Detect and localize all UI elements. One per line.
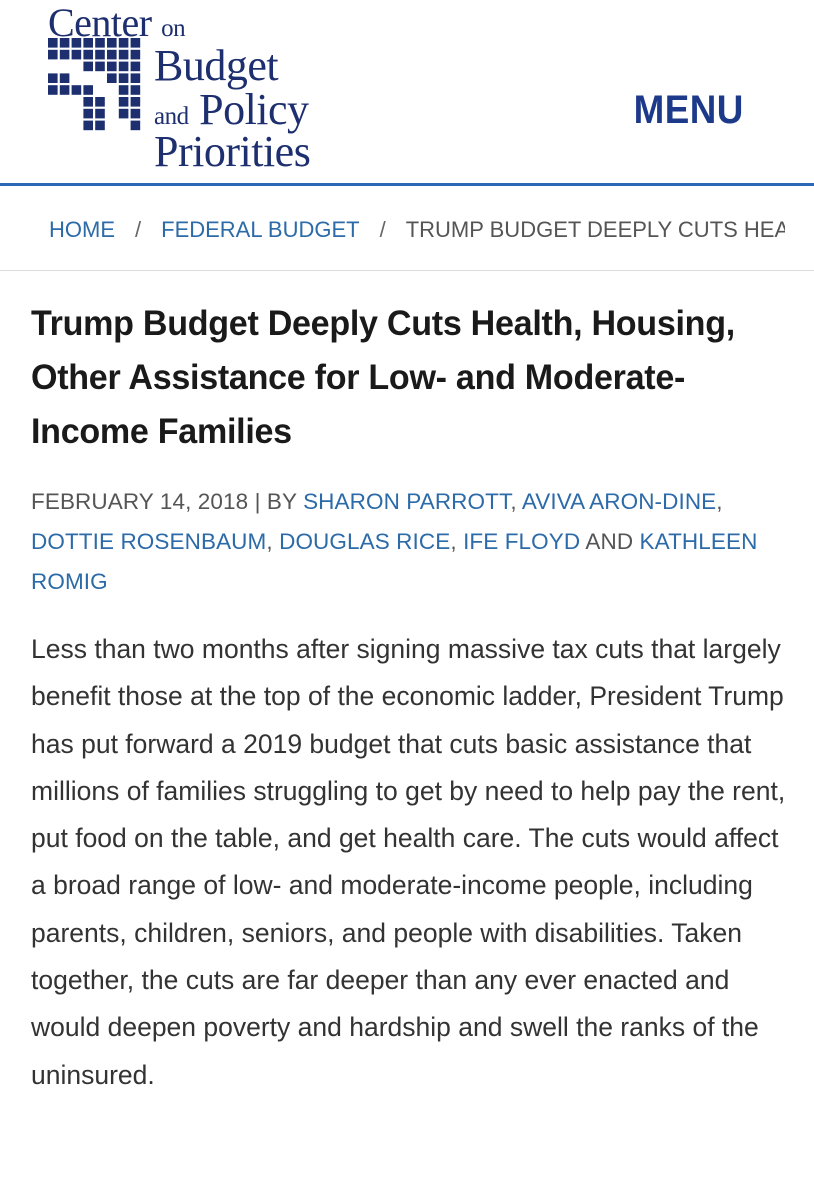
logo-grid-square <box>83 61 93 72</box>
logo-grid-square <box>107 61 117 72</box>
menu-button[interactable]: MENU <box>633 88 744 132</box>
logo-grid-square <box>59 73 70 83</box>
logo-grid-square <box>118 97 129 107</box>
breadcrumb-current-page: TRUMP BUDGET DEEPLY CUTS HEALTH, HOUSING… <box>405 217 785 242</box>
logo-grid-square <box>48 85 58 95</box>
logo-grid-square <box>48 73 58 83</box>
article: Trump Budget Deeply Cuts Health, Housing… <box>31 296 791 1090</box>
logo-grid-square <box>107 49 117 60</box>
logo-grid-square <box>83 120 93 131</box>
article-title: Trump Budget Deeply Cuts Health, Housing… <box>31 303 735 451</box>
logo-grid-square <box>71 38 82 48</box>
logo-grid-square <box>48 38 58 48</box>
logo-grid-square <box>130 61 141 72</box>
breadcrumb-home-link[interactable]: HOME <box>49 217 115 242</box>
author-separator: , <box>510 489 517 514</box>
logo-grid-square <box>118 108 129 119</box>
logo-grid-square <box>83 108 93 119</box>
breadcrumb-separator: / <box>379 217 386 242</box>
logo-line-priorities: Priorities <box>154 127 311 176</box>
logo-grid-square <box>107 73 117 83</box>
logo-grid-mark <box>48 38 141 131</box>
author-link[interactable]: SHARON PARROTT <box>303 489 511 514</box>
breadcrumb: HOME / FEDERAL BUDGET / TRUMP BUDGET DEEPLY … <box>49 216 785 244</box>
logo-grid-square <box>130 49 141 60</box>
logo-grid-square <box>83 85 93 95</box>
logo-grid-square <box>59 85 70 95</box>
logo-grid-square <box>71 49 82 60</box>
logo-grid-square <box>95 108 105 119</box>
cbpp-logo[interactable]: Center on Budget and Policy Priorities <box>48 0 348 175</box>
article-date: FEBRUARY 14, 2018 <box>31 489 249 514</box>
logo-grid-square <box>83 97 93 107</box>
logo-grid-square <box>118 61 129 72</box>
logo-grid-square <box>107 38 117 48</box>
logo-grid-square <box>95 61 105 72</box>
logo-grid-square <box>48 49 58 60</box>
breadcrumb-federal-budget-link[interactable]: FEDERAL BUDGET <box>161 217 360 242</box>
author-separator: , <box>266 529 273 554</box>
author-separator: , <box>716 489 723 514</box>
author-separator: , <box>450 529 457 554</box>
logo-grid-square <box>95 38 105 48</box>
logo-grid-square <box>130 97 141 107</box>
author-link[interactable]: IFE FLOYD <box>463 529 581 554</box>
logo-grid-square <box>130 85 141 95</box>
logo-grid-square <box>95 49 105 60</box>
logo-grid-square <box>118 85 129 95</box>
logo-grid-square <box>95 120 105 131</box>
logo-grid-square <box>130 120 141 131</box>
site-header: Center on Budget and Policy Priorities M… <box>0 0 814 186</box>
logo-grid-square <box>118 49 129 60</box>
logo-line-center: Center on <box>48 0 186 45</box>
logo-grid-square <box>71 85 82 95</box>
author-conjunction: AND <box>585 529 634 554</box>
logo-grid-square <box>59 49 70 60</box>
author-link[interactable]: DOUGLAS RICE <box>279 529 451 554</box>
author-link[interactable]: KATHLEEN ROMIG <box>31 529 758 594</box>
logo-line-budget: Budget <box>154 41 279 90</box>
author-link[interactable]: AVIVA ARON-DINE <box>521 489 717 514</box>
logo-line-and-policy: and Policy <box>154 85 309 134</box>
logo-grid-square <box>83 49 93 60</box>
logo-grid-square <box>118 38 129 48</box>
logo-grid-square <box>83 38 93 48</box>
breadcrumb-separator: / <box>135 217 142 242</box>
logo-grid-square <box>118 73 129 83</box>
logo-grid-square <box>59 38 70 48</box>
logo-grid-square <box>95 97 105 107</box>
logo-grid-square <box>130 108 141 119</box>
author-link[interactable]: DOTTIE ROSENBAUM <box>31 529 267 554</box>
article-byline: FEBRUARY 14, 2018 | BY SHARON PARROTT, A… <box>31 482 791 602</box>
header-divider <box>0 183 814 186</box>
breadcrumb-bar: HOME / FEDERAL BUDGET / TRUMP BUDGET DEEPLY … <box>0 186 814 271</box>
byline-prefix: | BY <box>254 489 297 514</box>
article-body-paragraph: Less than two months after signing massi… <box>31 634 786 1090</box>
logo-grid-square <box>130 73 141 83</box>
logo-grid-square <box>130 38 141 48</box>
